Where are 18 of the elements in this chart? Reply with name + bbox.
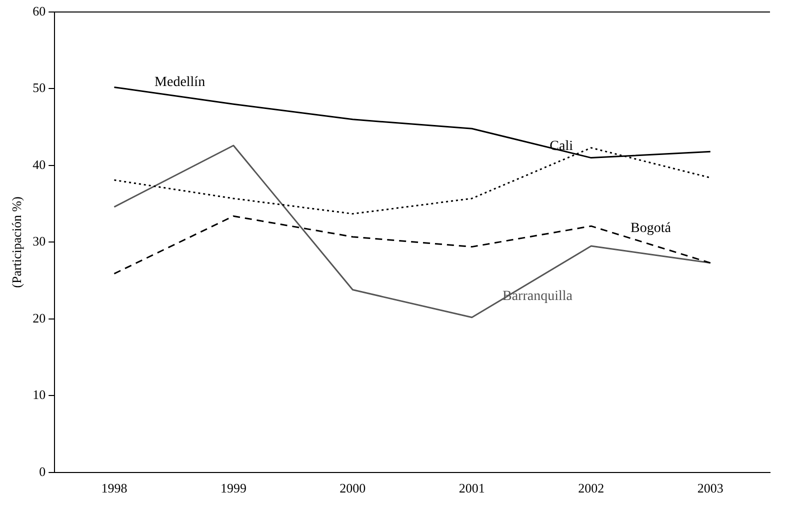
y-tick-label: 60 (32, 3, 46, 18)
x-tick-label: 1998 (101, 480, 128, 496)
y-tick-label: 50 (32, 80, 46, 96)
series-label: Barranquilla (502, 288, 574, 304)
x-tick-label: 2002 (578, 480, 604, 496)
x-tick-label: 2000 (340, 480, 366, 496)
series-label: Medellín (154, 75, 206, 90)
y-tick-label: 0 (39, 464, 46, 479)
series-label: Bogotá (630, 221, 672, 236)
x-tick-label: 1999 (220, 480, 246, 496)
y-tick-label: 10 (32, 387, 46, 402)
y-axis-title: (Participación %) (9, 196, 24, 288)
x-tick-label: 2001 (458, 480, 485, 496)
y-tick-label: 30 (32, 234, 46, 249)
y-tick-label: 40 (32, 156, 46, 172)
y-tick-label: 20 (32, 310, 46, 326)
line-series (113, 215, 712, 274)
x-tick-label: 2003 (697, 480, 724, 496)
